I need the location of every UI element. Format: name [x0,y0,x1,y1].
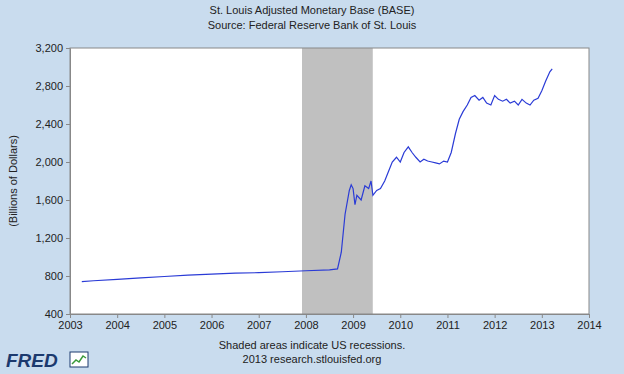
x-tick-label: 2003 [58,319,82,331]
y-tick-mark [66,124,70,125]
x-tick-label: 2012 [483,319,507,331]
marks [82,48,552,314]
series-line [82,69,552,282]
y-tick-mark [66,314,70,315]
x-tick-mark [589,314,590,318]
y-tick: 800 [45,270,70,282]
x-tick-mark [212,314,213,318]
x-tick: 2004 [105,314,129,331]
background [0,0,624,374]
y-tick: 2,000 [35,156,70,168]
title: St. Louis Adjusted Monetary Base (BASE) [210,4,415,16]
y-tick: 3,200 [35,42,70,54]
x-tick-mark [306,314,307,318]
y-tick: 2,800 [35,80,70,92]
y-tick: 2,400 [35,118,70,130]
recession-band [302,48,373,314]
x-tick-mark [400,314,401,318]
x-tick: 2013 [530,314,554,331]
x-tick: 2007 [247,314,271,331]
x-tick-label: 2006 [200,319,224,331]
x-tick-mark [117,314,118,318]
x-tick-label: 2005 [153,319,177,331]
x-tick: 2012 [483,314,507,331]
y-tick: 400 [45,308,70,320]
y-axis-title: (Billions of Dollars) [7,135,19,227]
x-tick-label: 2014 [577,319,601,331]
logo-icon [70,352,88,367]
x-tick-mark [259,314,260,318]
y-tick: 1,600 [35,194,70,206]
y-tick-mark [66,86,70,87]
x-tick-mark [542,314,543,318]
logo-icon-line [72,356,86,364]
x-tick: 2011 [436,314,460,331]
y-tick-label: 2,000 [35,156,63,168]
note: 2013 research.stlouisfed.org [243,353,382,365]
y-tick-label: 800 [45,270,63,282]
plot: 2003 2004 2005 2006 2007 2008 2009 2010 2011 2012… [35,42,601,331]
y-tick-mark [66,238,70,239]
x-tick-mark [447,314,448,318]
y-axis-line [66,49,71,315]
logo-text: FRED [6,350,58,371]
x-tick: 2014 [577,314,601,331]
x-tick-mark [353,314,354,318]
x-tick-label: 2004 [105,319,129,331]
x-tick-label: 2008 [294,319,318,331]
y-tick-label: 2,400 [35,118,63,130]
x-tick-label: 2010 [389,319,413,331]
x-tick-mark [164,314,165,318]
y-axis: 400 800 1,200 1,600 2,000 2,400 2,800 3,200 [35,42,70,320]
y-tick-mark [66,200,70,201]
x-axis: 2003 2004 2005 2006 2007 2008 2009 2010 2011 2012… [58,314,601,331]
chart: St. Louis Adjusted Monetary Base (BASE) S… [0,0,624,374]
y-tick-label: 3,200 [35,42,63,54]
logo-icon-box [70,352,88,367]
x-tick-label: 2013 [530,319,554,331]
x-tick: 2008 [294,314,318,331]
x-tick: 2009 [341,314,365,331]
y-tick-mark [66,162,70,163]
plot-frame [70,48,589,314]
x-tick-mark [495,314,496,318]
subtitle: Source: Federal Reserve Bank of St. Loui… [208,19,417,31]
y-tick-label: 400 [45,308,63,320]
x-tick-label: 2007 [247,319,271,331]
y-tick-label: 2,800 [35,80,63,92]
y-tick-mark [66,48,70,49]
x-tick: 2005 [153,314,177,331]
x-axis-line [71,315,590,319]
x-tick-label: 2011 [436,319,460,331]
y-tick-label: 1,600 [35,194,63,206]
y-tick: 1,200 [35,232,70,244]
note: Shaded areas indicate US recessions. [219,339,406,351]
logo: FRED [6,350,88,371]
x-tick-label: 2009 [341,319,365,331]
x-tick: 2010 [389,314,413,331]
x-tick: 2006 [200,314,224,331]
y-tick-mark [66,276,70,277]
y-tick-label: 1,200 [35,232,63,244]
plot-area [70,48,589,314]
